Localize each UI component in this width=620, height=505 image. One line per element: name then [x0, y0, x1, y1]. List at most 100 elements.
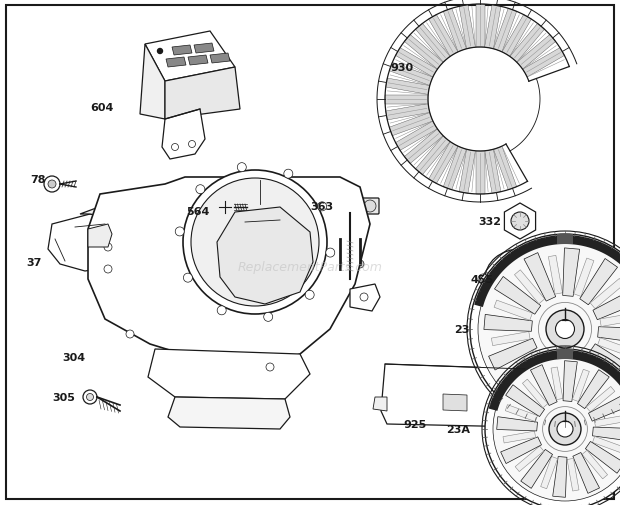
Polygon shape — [600, 313, 620, 327]
Circle shape — [196, 185, 205, 194]
Polygon shape — [585, 441, 620, 473]
Polygon shape — [521, 449, 552, 488]
Circle shape — [172, 144, 179, 151]
Polygon shape — [166, 58, 186, 68]
Circle shape — [317, 203, 327, 212]
Polygon shape — [598, 338, 620, 358]
Circle shape — [557, 421, 573, 437]
Polygon shape — [162, 110, 205, 160]
Polygon shape — [168, 397, 290, 429]
Polygon shape — [172, 46, 192, 56]
Circle shape — [95, 234, 105, 244]
Circle shape — [324, 200, 336, 213]
Polygon shape — [494, 9, 516, 53]
Polygon shape — [585, 355, 616, 388]
Text: 363: 363 — [311, 201, 334, 212]
FancyBboxPatch shape — [557, 349, 573, 359]
Polygon shape — [593, 288, 620, 320]
Polygon shape — [567, 364, 582, 403]
Circle shape — [220, 203, 230, 213]
Polygon shape — [140, 45, 165, 120]
Polygon shape — [589, 344, 620, 382]
Polygon shape — [396, 48, 437, 78]
Circle shape — [511, 213, 529, 231]
Ellipse shape — [494, 258, 546, 301]
Circle shape — [183, 171, 327, 315]
Polygon shape — [510, 24, 544, 63]
Polygon shape — [551, 367, 563, 400]
Polygon shape — [428, 142, 458, 184]
Polygon shape — [385, 95, 428, 105]
Polygon shape — [396, 122, 437, 151]
Text: 564: 564 — [187, 207, 210, 217]
Polygon shape — [476, 152, 484, 194]
Circle shape — [175, 227, 184, 236]
Polygon shape — [587, 387, 615, 412]
Polygon shape — [350, 284, 380, 312]
Circle shape — [216, 198, 234, 217]
Polygon shape — [536, 362, 556, 400]
Polygon shape — [523, 379, 548, 408]
Circle shape — [237, 163, 246, 172]
Circle shape — [184, 274, 192, 283]
Polygon shape — [593, 427, 620, 441]
Circle shape — [126, 330, 134, 338]
Circle shape — [493, 358, 620, 501]
Polygon shape — [505, 204, 536, 239]
Circle shape — [478, 242, 620, 416]
Polygon shape — [506, 349, 540, 380]
Polygon shape — [88, 178, 370, 369]
Polygon shape — [484, 315, 533, 332]
Polygon shape — [573, 452, 600, 493]
Circle shape — [104, 243, 112, 251]
Polygon shape — [497, 417, 538, 431]
Polygon shape — [523, 48, 565, 78]
Polygon shape — [489, 339, 537, 370]
Polygon shape — [563, 248, 580, 297]
Text: 23A: 23A — [446, 424, 470, 434]
Circle shape — [157, 49, 162, 55]
Polygon shape — [485, 6, 501, 49]
Circle shape — [336, 266, 344, 274]
Polygon shape — [210, 54, 230, 64]
Polygon shape — [415, 137, 450, 175]
Polygon shape — [574, 357, 606, 406]
Polygon shape — [549, 256, 562, 294]
Text: 305: 305 — [53, 392, 76, 402]
Polygon shape — [492, 332, 530, 346]
Polygon shape — [590, 279, 620, 309]
Circle shape — [305, 291, 314, 299]
Circle shape — [188, 141, 195, 148]
Polygon shape — [506, 266, 534, 293]
Polygon shape — [459, 6, 476, 49]
Circle shape — [104, 266, 112, 274]
Polygon shape — [404, 130, 443, 164]
Circle shape — [284, 170, 293, 179]
Circle shape — [266, 363, 274, 371]
Polygon shape — [524, 253, 556, 301]
Polygon shape — [428, 16, 458, 57]
Polygon shape — [501, 437, 541, 464]
Circle shape — [345, 274, 355, 284]
Ellipse shape — [485, 249, 555, 310]
Polygon shape — [593, 436, 620, 453]
Polygon shape — [148, 349, 310, 399]
Polygon shape — [217, 208, 313, 305]
Polygon shape — [443, 147, 466, 190]
Polygon shape — [580, 259, 618, 305]
Circle shape — [48, 181, 56, 189]
Circle shape — [83, 390, 97, 404]
Text: 78: 78 — [30, 175, 46, 185]
Polygon shape — [415, 24, 450, 63]
Polygon shape — [443, 9, 466, 53]
Polygon shape — [165, 68, 240, 120]
Text: 332: 332 — [479, 217, 502, 227]
Circle shape — [556, 320, 575, 339]
Text: 455: 455 — [471, 274, 494, 284]
Text: 304: 304 — [63, 352, 86, 362]
Circle shape — [549, 413, 581, 445]
Polygon shape — [386, 79, 430, 95]
Text: 23: 23 — [454, 324, 470, 334]
Polygon shape — [489, 350, 620, 411]
Polygon shape — [188, 56, 208, 66]
